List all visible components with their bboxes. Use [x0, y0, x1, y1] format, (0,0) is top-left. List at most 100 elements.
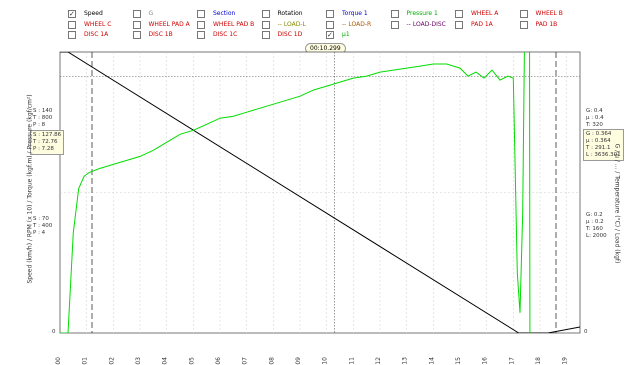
- left-mid-t: T : 400: [33, 223, 53, 229]
- legend-label: DISC 1C: [213, 31, 238, 38]
- right-upper-g: G: 0.4: [586, 108, 603, 114]
- legend-label: G: [148, 10, 154, 17]
- legend-item[interactable]: -- LOAD-L: [261, 19, 306, 31]
- legend-checkbox[interactable]: [68, 8, 76, 20]
- legend-item[interactable]: DISC 1B: [132, 29, 173, 41]
- legend-dash-marker: --: [342, 20, 347, 28]
- legend-item[interactable]: Pressure 1: [390, 8, 438, 20]
- legend-item[interactable]: -- LOAD-DISC: [390, 19, 446, 31]
- legend-checkbox[interactable]: [197, 10, 205, 18]
- legend-item[interactable]: PAD 1A: [455, 19, 493, 31]
- right-cursor-mu: µ : 0.364: [586, 138, 611, 144]
- legend-checkbox[interactable]: [326, 10, 334, 18]
- left-upper-s: S : 140: [33, 108, 53, 114]
- right-mid-l: L: 2000: [586, 233, 607, 239]
- legend-item[interactable]: G: [132, 8, 154, 20]
- legend-item[interactable]: WHEEL PAD B: [197, 19, 254, 31]
- legend-label: Pressure 1: [406, 10, 438, 17]
- legend-label: WHEEL C: [84, 20, 112, 28]
- legend-item[interactable]: WHEEL A: [455, 8, 498, 20]
- legend-checkbox[interactable]: [68, 31, 76, 39]
- legend-label: WHEEL B: [535, 10, 563, 17]
- legend-checkbox[interactable]: [455, 20, 463, 29]
- legend-label: WHEEL PAD A: [148, 20, 190, 28]
- legend-checkbox[interactable]: [519, 20, 528, 29]
- right-mid-readout: G: 0.2 µ : 0.2 T: 160 L: 2000: [586, 212, 607, 240]
- legend-checkbox[interactable]: [390, 20, 399, 29]
- right-cursor-g: G : 0.364: [586, 131, 612, 137]
- legend-dash-marker: --: [277, 20, 282, 28]
- x-tick-label: 00:10: [322, 357, 329, 365]
- left-cursor-s: S : 127.86: [33, 132, 62, 138]
- right-zero-label: 0: [584, 329, 588, 335]
- legend-label: WHEEL PAD B: [213, 20, 255, 28]
- right-mid-g: G: 0.2: [586, 212, 603, 218]
- right-upper-mu: µ : 0.4: [586, 115, 604, 121]
- legend-item[interactable]: Rotation: [261, 8, 303, 20]
- legend-item[interactable]: -- LOAD-R: [326, 19, 371, 31]
- legend-item[interactable]: DISC 1A: [68, 29, 108, 41]
- legend-item[interactable]: WHEEL B: [519, 8, 563, 20]
- legend-checkbox[interactable]: [197, 20, 205, 29]
- legend-item[interactable]: Speed: [68, 8, 103, 20]
- legend-label: Speed: [84, 10, 103, 17]
- legend-checkbox[interactable]: [132, 10, 141, 18]
- legend-checkbox[interactable]: [132, 20, 141, 29]
- legend-label: Torque 1: [342, 10, 368, 17]
- right-mid-mu: µ : 0.2: [586, 219, 604, 225]
- y-axis-label-left: Speed (km/h) / RPM (x 10) / Torque (kgf.…: [26, 94, 34, 284]
- x-tick-label: 00:04: [162, 357, 169, 365]
- legend-checkbox[interactable]: [326, 29, 334, 41]
- legend-checkbox[interactable]: [261, 31, 270, 39]
- left-mid-s: S : 70: [33, 216, 49, 222]
- legend-item[interactable]: WHEEL PAD A: [132, 19, 190, 31]
- legend-checkbox[interactable]: [519, 10, 528, 18]
- x-tick-label: 00:08: [268, 357, 275, 365]
- legend-checkbox[interactable]: [261, 10, 270, 18]
- legend-label: DISC 1D: [277, 31, 303, 38]
- left-upper-t: T : 800: [33, 115, 53, 121]
- legend-dash-marker: --: [406, 20, 411, 28]
- left-cursor-p: P : 7.28: [33, 146, 54, 152]
- x-tick-label: 00:03: [135, 357, 142, 365]
- legend-label: PAD 1A: [471, 20, 493, 28]
- x-tick-label: 00:18: [535, 357, 542, 365]
- legend-checkbox[interactable]: [197, 31, 205, 39]
- x-tick-label: 00:06: [215, 357, 222, 365]
- left-cursor-readout: S : 127.86 T : 72.76 P : 7.28: [30, 130, 65, 155]
- x-tick-label: 00:17: [508, 357, 515, 365]
- legend-label: Rotation: [277, 10, 303, 17]
- series-line: [60, 52, 580, 333]
- x-tick-label: 00:07: [242, 357, 249, 365]
- legend-item[interactable]: WHEEL C: [68, 19, 111, 31]
- x-tick-label: 00:01: [82, 357, 89, 365]
- legend-item[interactable]: Section: [197, 8, 235, 20]
- legend-checkbox[interactable]: [261, 20, 270, 29]
- y-axis-label-right: G / µ / ... / Temperature (°C) / Load (k…: [613, 143, 621, 264]
- legend-checkbox[interactable]: [390, 10, 399, 18]
- legend-item[interactable]: DISC 1D: [261, 29, 303, 41]
- legend-label: PAD 1B: [535, 20, 558, 28]
- legend-item[interactable]: Torque 1: [326, 8, 368, 20]
- left-mid-p: P : 4: [33, 230, 46, 236]
- legend-checkbox[interactable]: [132, 31, 141, 39]
- x-tick-label: 00:19: [562, 357, 569, 365]
- right-upper-readout: G: 0.4 µ : 0.4 T: 320: [586, 108, 604, 129]
- legend-checkbox[interactable]: [455, 10, 463, 18]
- series-line: [60, 52, 531, 333]
- left-mid-readout: S : 70 T : 400 P : 4: [33, 216, 52, 237]
- left-cursor-t: T : 72.76: [33, 139, 58, 145]
- legend-checkbox[interactable]: [326, 20, 334, 29]
- left-upper-p: P : 8: [33, 122, 46, 128]
- x-tick-label: 00:13: [402, 357, 409, 365]
- legend-item[interactable]: PAD 1B: [519, 19, 558, 31]
- legend-label: LOAD-L: [283, 20, 306, 28]
- legend-item[interactable]: DISC 1C: [197, 29, 237, 41]
- x-tick-label: 00:16: [482, 357, 489, 365]
- x-tick-label: 00:14: [428, 357, 435, 365]
- left-zero-label: 0: [52, 329, 56, 335]
- legend-checkbox[interactable]: [68, 20, 76, 29]
- legend-item[interactable]: µ1: [326, 29, 350, 41]
- right-upper-t: T: 320: [586, 122, 603, 128]
